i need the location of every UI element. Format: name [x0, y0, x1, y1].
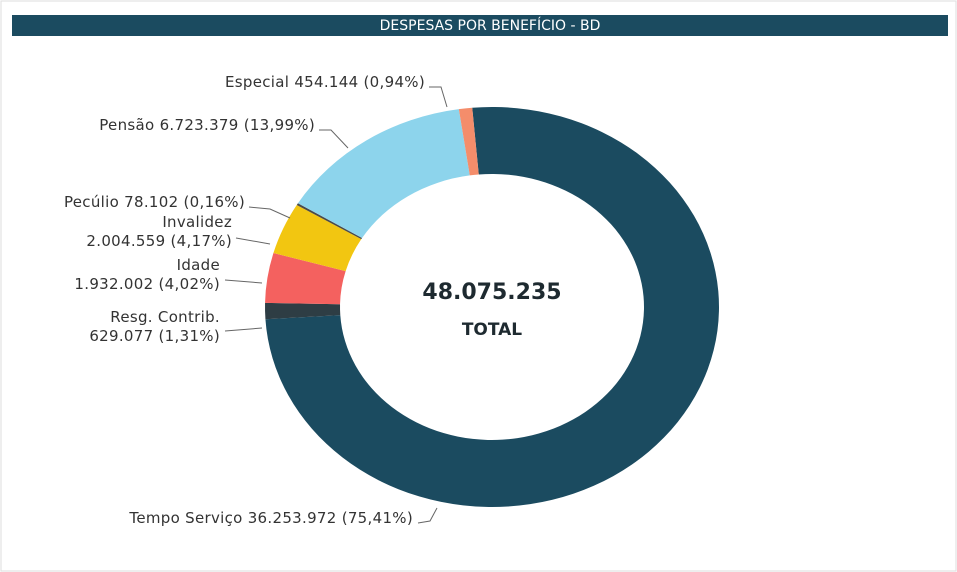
value-label: 629.077 — [89, 327, 153, 345]
category-name: Pensão — [99, 116, 154, 134]
slice-label: Pensão 6.723.379 (13,99%) — [99, 116, 315, 134]
category-name: Pecúlio — [64, 193, 119, 211]
percent-label: (4,17%) — [171, 232, 232, 250]
category-name: Especial — [225, 73, 289, 91]
percent-label: (75,41%) — [342, 509, 413, 527]
slice-label: Especial 454.144 (0,94%) — [225, 73, 425, 91]
percent-label: (1,31%) — [159, 327, 220, 345]
category-name: Invalidez — [162, 213, 232, 231]
slice-label: Pecúlio 78.102 (0,16%) — [64, 193, 245, 211]
chart: DESPESAS POR BENEFÍCIO - BD 48.075.235 T… — [0, 0, 957, 572]
category-name: Tempo Serviço — [128, 509, 242, 527]
value-label: 2.004.559 — [86, 232, 165, 250]
value-label: 78.102 — [124, 193, 178, 211]
value-label: 454.144 — [294, 73, 358, 91]
value-label: 36.253.972 — [248, 509, 337, 527]
total-value: 48.075.235 — [422, 280, 561, 305]
percent-label: (13,99%) — [244, 116, 315, 134]
chart-title: DESPESAS POR BENEFÍCIO - BD — [380, 17, 601, 34]
percent-label: (4,02%) — [159, 275, 220, 293]
slice-label: Tempo Serviço 36.253.972 (75,41%) — [128, 509, 413, 527]
total-caption: TOTAL — [462, 320, 522, 340]
percent-label: (0,94%) — [364, 73, 425, 91]
value-label: 1.932.002 — [74, 275, 153, 293]
page: {"chart_data":{"type":"donut","title":"D… — [0, 0, 957, 572]
value-label: 6.723.379 — [160, 116, 239, 134]
category-name: Idade — [177, 256, 220, 274]
percent-label: (0,16%) — [184, 193, 245, 211]
category-name: Resg. Contrib. — [110, 308, 220, 326]
